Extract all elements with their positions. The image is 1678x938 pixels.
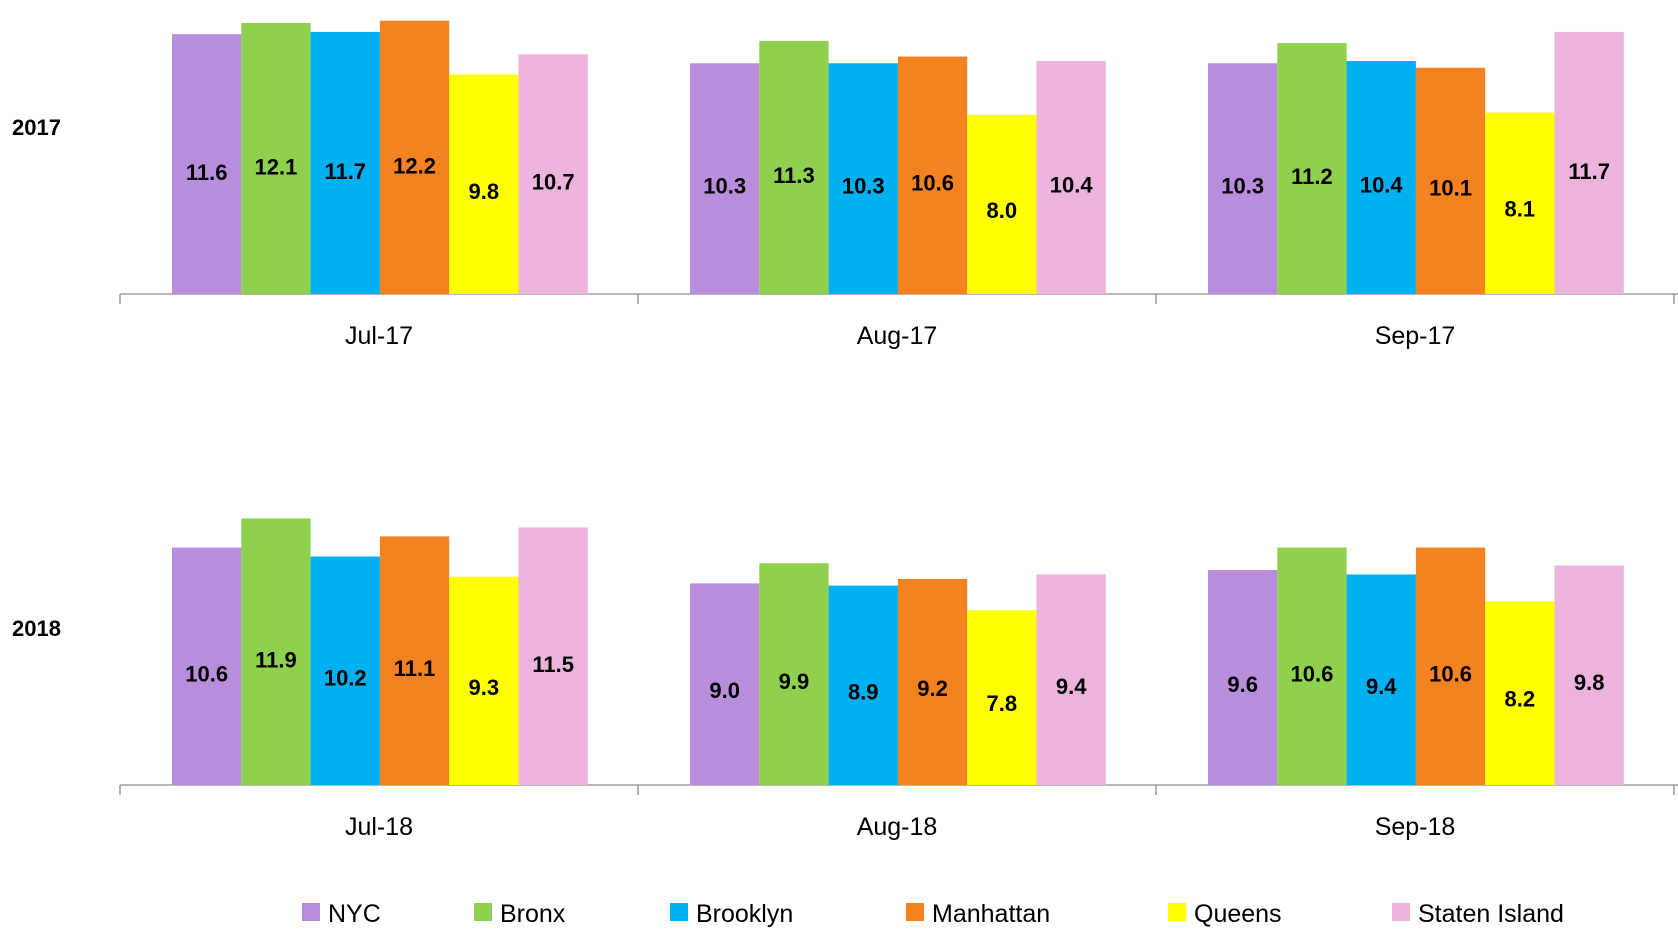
bar-aug-18-staten-island xyxy=(1036,574,1106,785)
bar-jul-18-brooklyn xyxy=(310,556,380,785)
bar-jul-17-staten-island xyxy=(518,54,588,294)
bar-sep-18-bronx xyxy=(1277,547,1347,785)
data-label: 11.5 xyxy=(532,652,574,677)
data-label: 10.6 xyxy=(185,661,228,686)
data-label: 9.3 xyxy=(469,675,500,700)
category-label: Jul-18 xyxy=(345,813,413,841)
row-label-2017: 2017 xyxy=(12,115,61,140)
bar-jul-17-manhattan xyxy=(379,20,450,294)
data-label: 8.1 xyxy=(1505,197,1536,222)
bar-sep-18-nyc xyxy=(1208,569,1278,785)
legend-swatch-bronx xyxy=(474,903,492,921)
bar-jul-18-queens xyxy=(449,576,519,785)
bar-aug-17-queens xyxy=(967,114,1037,294)
data-label: 9.9 xyxy=(779,669,810,694)
category-label: Jul-17 xyxy=(345,322,413,350)
bar-sep-17-staten-island xyxy=(1554,31,1624,294)
data-label: 10.3 xyxy=(1221,174,1264,199)
bar-aug-18-nyc xyxy=(690,583,760,785)
bar-sep-17-bronx xyxy=(1277,43,1347,295)
data-label: 8.0 xyxy=(987,198,1018,223)
data-label: 11.2 xyxy=(1291,164,1333,189)
legend-label-manhattan: Manhattan xyxy=(932,900,1050,928)
bar-sep-18-staten-island xyxy=(1554,565,1624,785)
data-label: 9.6 xyxy=(1227,672,1258,697)
bar-sep-18-brooklyn xyxy=(1346,574,1416,785)
legend-label-brooklyn: Brooklyn xyxy=(696,900,793,928)
category-label: Sep-17 xyxy=(1375,322,1456,350)
data-label: 8.2 xyxy=(1505,687,1536,712)
data-label: 9.0 xyxy=(709,678,740,703)
bar-jul-17-brooklyn xyxy=(310,31,380,294)
data-label: 10.1 xyxy=(1429,176,1472,201)
data-label: 11.7 xyxy=(324,159,366,184)
data-label: 10.6 xyxy=(911,170,954,195)
legend-label-bronx: Bronx xyxy=(500,900,566,928)
data-label: 11.1 xyxy=(394,656,436,681)
data-label: 12.1 xyxy=(255,155,298,180)
bar-sep-17-manhattan xyxy=(1415,67,1486,294)
bar-jul-17-bronx xyxy=(241,22,311,295)
data-label: 10.3 xyxy=(703,174,746,199)
bar-jul-18-manhattan xyxy=(379,536,450,785)
data-label: 10.6 xyxy=(1429,661,1472,686)
bar-aug-18-queens xyxy=(967,610,1037,785)
bar-aug-17-nyc xyxy=(690,63,760,294)
data-label: 9.2 xyxy=(917,676,948,701)
bar-jul-18-staten-island xyxy=(518,527,588,785)
data-label: 10.3 xyxy=(842,174,885,199)
row-label-2018: 2018 xyxy=(12,616,61,641)
data-label: 9.8 xyxy=(469,179,500,204)
bar-sep-17-nyc xyxy=(1208,63,1278,294)
bar-aug-17-staten-island xyxy=(1036,61,1106,294)
data-label: 10.6 xyxy=(1291,661,1334,686)
bar-aug-17-manhattan xyxy=(897,56,968,295)
legend-label-queens: Queens xyxy=(1194,900,1282,928)
legend-swatch-manhattan xyxy=(906,903,924,921)
category-label: Aug-17 xyxy=(857,322,938,350)
legend-label-staten-island: Staten Island xyxy=(1418,900,1564,928)
category-label: Sep-18 xyxy=(1375,813,1456,841)
bar-aug-17-bronx xyxy=(759,40,829,294)
data-label: 10.7 xyxy=(532,169,575,194)
data-label: 11.7 xyxy=(1568,159,1610,184)
data-label: 10.4 xyxy=(1050,173,1094,198)
bar-sep-17-queens xyxy=(1485,112,1555,294)
data-label: 9.8 xyxy=(1574,670,1605,695)
bar-jul-17-queens xyxy=(449,74,519,294)
bar-aug-18-bronx xyxy=(759,563,829,785)
data-label: 11.3 xyxy=(773,163,815,188)
bar-jul-18-nyc xyxy=(172,547,242,785)
data-label: 10.4 xyxy=(1360,173,1404,198)
bar-aug-18-brooklyn xyxy=(828,585,898,785)
bar-sep-18-manhattan xyxy=(1415,547,1486,785)
bar-aug-18-manhattan xyxy=(897,578,968,785)
bar-sep-18-queens xyxy=(1485,601,1555,785)
data-label: 8.9 xyxy=(848,679,879,704)
legend-swatch-queens xyxy=(1168,903,1186,921)
legend-swatch-staten-island xyxy=(1392,903,1410,921)
bar-sep-17-brooklyn xyxy=(1346,61,1416,294)
bar-aug-17-brooklyn xyxy=(828,63,898,294)
legend-swatch-nyc xyxy=(302,903,320,921)
legend-swatch-brooklyn xyxy=(670,903,688,921)
data-label: 9.4 xyxy=(1366,674,1397,699)
legend-label-nyc: NYC xyxy=(328,900,381,928)
bar-jul-18-bronx xyxy=(241,518,311,785)
data-label: 11.9 xyxy=(255,648,297,673)
data-label: 10.2 xyxy=(324,666,367,691)
data-label: 7.8 xyxy=(987,691,1018,716)
data-label: 12.2 xyxy=(393,154,436,179)
data-label: 11.6 xyxy=(186,160,228,185)
data-label: 9.4 xyxy=(1056,674,1087,699)
category-label: Aug-18 xyxy=(857,813,938,841)
bar-jul-17-nyc xyxy=(172,34,242,294)
